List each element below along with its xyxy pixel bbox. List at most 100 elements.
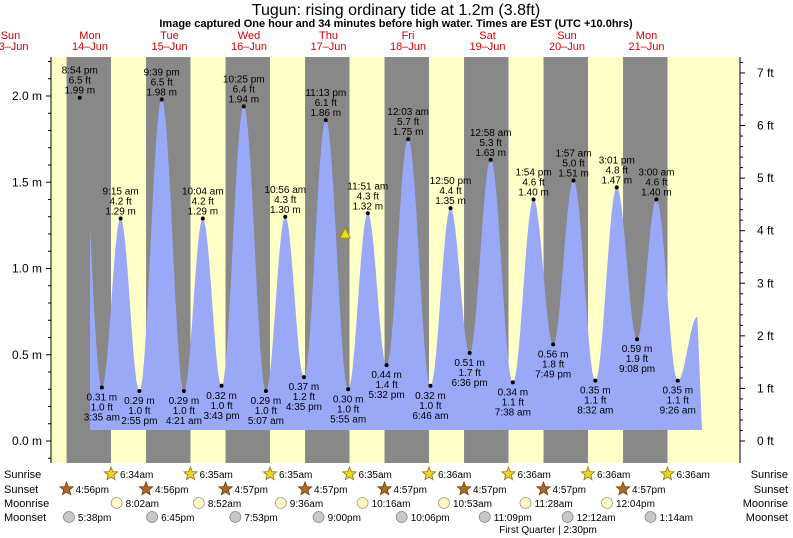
high-label: 1.99 m (64, 86, 95, 97)
extreme-point (675, 378, 680, 383)
sunset-time: 4:56pm (155, 485, 188, 496)
extreme-point (384, 363, 389, 368)
low-label: 1.0 ft (173, 406, 195, 417)
tide-labels: 8:54 pm6.5 ft1.99 m0.31 m1.0 ft3:35 am9:… (62, 66, 696, 427)
low-label: 5:07 am (248, 416, 284, 427)
day-name: Mon (79, 30, 100, 42)
sunset-icon (58, 480, 75, 496)
sunrise-icon (580, 465, 596, 481)
extreme-point (283, 214, 288, 219)
sunset-icon (138, 480, 154, 496)
extreme-point (551, 342, 556, 347)
moon-phase-label: First Quarter | 2:30pm (499, 525, 597, 536)
day-date: 17–Jun (310, 41, 346, 53)
high-label: 1.40 m (518, 188, 549, 199)
moonset-time: 1:14am (660, 513, 693, 524)
sunset-icon (456, 480, 472, 496)
high-label: 4.2 ft (192, 196, 214, 207)
extreme-point (406, 137, 411, 142)
moonrise-time: 11:28am (535, 499, 573, 510)
low-label: 1.0 ft (337, 404, 359, 415)
sunrise-time: 6:35am (279, 470, 312, 481)
row-label-right: Moonset (746, 512, 788, 524)
sunset-time: 4:57pm (553, 485, 586, 496)
moonset-icon (561, 511, 574, 523)
low-label: 1.2 ft (293, 392, 315, 403)
right-tick-label: 7 ft (757, 66, 774, 80)
day-date: 16–Jun (231, 41, 267, 53)
low-label: 1.1 ft (584, 396, 606, 407)
right-tick-label: 3 ft (757, 276, 774, 290)
chart-axes: 0.0 m 0.5 m 1.0 m 1.5 m 2.0 m 0 ft 1 ft 2 ft 3 f… (12, 57, 774, 463)
high-label: 1.63 m (475, 148, 506, 159)
low-label: 0.29 m (124, 396, 155, 407)
high-label: 6.1 ft (315, 98, 337, 109)
moonrise-time: 10:53am (453, 499, 492, 510)
low-label: 6:36 pm (452, 378, 488, 389)
high-label: 5.3 ft (480, 138, 502, 149)
extreme-point (635, 337, 640, 342)
sunrise-time: 6:35am (199, 470, 232, 481)
row-label-left: Sunrise (4, 469, 41, 481)
moonset-icon (312, 511, 325, 523)
moonset-time: 12:12am (577, 513, 616, 524)
low-label: 1.0 ft (91, 403, 113, 414)
low-label: 0.32 m (415, 391, 446, 402)
high-label: 3:00 am (638, 168, 674, 179)
extreme-point (137, 388, 142, 393)
day-headers: Sun13–JunMon14–JunTue15–JunWed16–JunThu1… (0, 30, 665, 53)
high-label: 1.51 m (558, 169, 589, 180)
moonset-time: 7:53pm (244, 513, 277, 524)
low-label: 1.0 ft (419, 401, 441, 412)
sunset-time: 4:56pm (76, 485, 109, 496)
right-tick-label: 4 ft (757, 224, 774, 238)
moonrise-time: 8:52am (208, 499, 241, 510)
moonset-icon (229, 511, 242, 523)
moonrise-icon (110, 497, 123, 509)
day-date: 14–Jun (72, 41, 108, 53)
chart-subtitle: Image captured One hour and 34 minutes b… (159, 18, 633, 30)
low-label: 0.56 m (538, 349, 569, 360)
low-label: 6:46 am (412, 411, 448, 422)
row-label-left: Sunset (4, 484, 38, 496)
high-label: 4.6 ft (522, 178, 544, 189)
extreme-point (531, 197, 536, 202)
sunset-time: 4:57pm (314, 485, 347, 496)
low-label: 0.35 m (580, 386, 611, 397)
moonrise-time: 12:04pm (616, 499, 655, 510)
left-tick-label: 2.0 m (12, 89, 42, 103)
high-label: 6.5 ft (151, 77, 173, 88)
sunrise-icon (500, 465, 517, 481)
moonrise-icon (601, 497, 613, 509)
high-label: 1.29 m (105, 206, 136, 217)
low-label: 1.0 ft (128, 406, 150, 417)
left-tick-label: 0.0 m (12, 434, 42, 448)
extreme-point (467, 351, 472, 356)
moonrise-icon (356, 497, 369, 509)
low-label: 8:32 am (577, 406, 613, 417)
sunrise-time: 6:36am (517, 470, 550, 481)
low-label: 0.37 m (289, 382, 320, 393)
right-tick-label: 6 ft (757, 119, 774, 133)
day-name: Mon (636, 30, 657, 42)
moonrise-icon (438, 497, 450, 509)
low-label: 7:49 pm (535, 369, 571, 380)
high-label: 1.94 m (228, 94, 259, 105)
high-label: 12:58 am (470, 128, 512, 139)
high-label: 4.2 ft (109, 196, 131, 207)
sunset-icon (217, 480, 234, 496)
high-label: 6.4 ft (233, 84, 255, 95)
sunset-time: 4:57pm (473, 485, 506, 496)
low-label: 1.1 ft (502, 397, 524, 408)
day-name: Thu (319, 30, 338, 42)
high-label: 10:04 am (182, 186, 224, 197)
high-label: 9:39 pm (144, 67, 180, 78)
right-tick-label: 5 ft (757, 171, 774, 185)
low-label: 4:35 pm (286, 402, 322, 413)
high-label: 1.32 m (352, 201, 383, 212)
high-label: 10:56 am (264, 185, 306, 196)
high-label: 12:50 pm (430, 176, 472, 187)
low-label: 1.1 ft (667, 396, 689, 407)
extreme-point (654, 197, 659, 202)
chart-title: Tugun: rising ordinary tide at 1.2m (3.8… (252, 2, 540, 19)
